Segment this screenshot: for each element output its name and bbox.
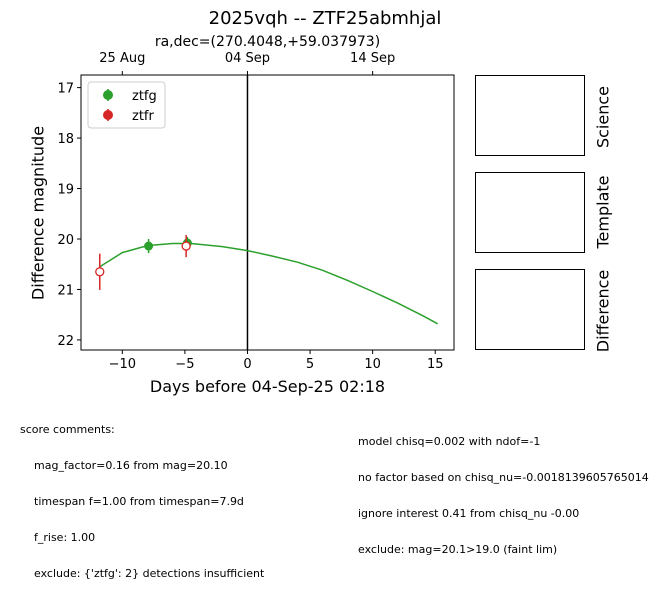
comment-line: ignore interest 0.41 from chisq_nu -0.00 — [358, 507, 580, 520]
x-tick-label: 10 — [364, 357, 381, 372]
x-tick-label: −10 — [109, 357, 136, 372]
legend: ztfg ztfr — [87, 81, 166, 129]
x-tick-label: −5 — [175, 357, 194, 372]
comment-line: exclude: mag=20.1>19.0 (faint lim) — [358, 543, 558, 556]
y-tick-label: 17 — [57, 82, 74, 97]
science-panel-label: Science — [593, 85, 613, 149]
legend-label: ztfg — [132, 89, 157, 104]
top-tick-label: 14 Sep — [350, 51, 395, 66]
plot-frame — [80, 74, 455, 351]
chart-subtitle: ra,dec=(270.4048,+59.037973) — [154, 34, 381, 50]
science-cutout-panel — [475, 75, 585, 156]
model-curve — [99, 242, 439, 325]
ztfr-point — [95, 267, 105, 277]
chart-title: 2025vqh -- ZTF25abmhjal — [208, 8, 442, 29]
comment-line: mag_factor=0.16 from mag=20.10 — [34, 459, 228, 472]
top-tick-label: 25 Aug — [99, 51, 145, 66]
model-comments: model chisq=0.002 with ndof=-1 no factor… — [358, 412, 649, 568]
x-tick-label: 0 — [243, 357, 251, 372]
y-tick-label: 21 — [57, 283, 74, 298]
score-comments: score comments: mag_factor=0.16 from mag… — [20, 400, 264, 592]
template-cutout-panel — [475, 172, 585, 253]
y-tick-label: 20 — [57, 233, 74, 248]
light-curve-plot: −10 −5 0 5 10 15 17 18 19 20 21 22 25 Aug 04 Sep 14 Se… — [57, 51, 455, 372]
legend-marker — [103, 110, 113, 120]
y-axis-label: Difference magnitude — [28, 125, 48, 301]
x-axis-label: Days before 04-Sep-25 02:18 — [149, 377, 386, 396]
comment-line: no factor based on chisq_nu=-0.001813960… — [358, 471, 649, 484]
ztfr-point — [181, 241, 191, 251]
y-tick-label: 22 — [57, 334, 74, 349]
score-comments-header: score comments: — [20, 423, 115, 436]
legend-marker — [103, 90, 113, 100]
comment-line: timespan f=1.00 from timespan=7.9d — [34, 495, 244, 508]
comment-line: model chisq=0.002 with ndof=-1 — [358, 435, 541, 448]
difference-panel-label: Difference — [593, 269, 613, 353]
ztfg-point — [144, 241, 154, 251]
comment-line: exclude: {'ztfg': 2} detections insuffic… — [34, 567, 265, 580]
y-tick-label: 18 — [57, 132, 74, 147]
top-tick-label: 04 Sep — [225, 51, 270, 66]
y-tick-label: 19 — [57, 183, 74, 198]
x-tick-label: 15 — [427, 357, 444, 372]
x-tick-label: 5 — [306, 357, 314, 372]
comment-line: f_rise: 1.00 — [34, 531, 96, 544]
difference-cutout-panel — [475, 269, 585, 350]
legend-label: ztfr — [132, 109, 154, 124]
template-panel-label: Template — [593, 175, 613, 249]
